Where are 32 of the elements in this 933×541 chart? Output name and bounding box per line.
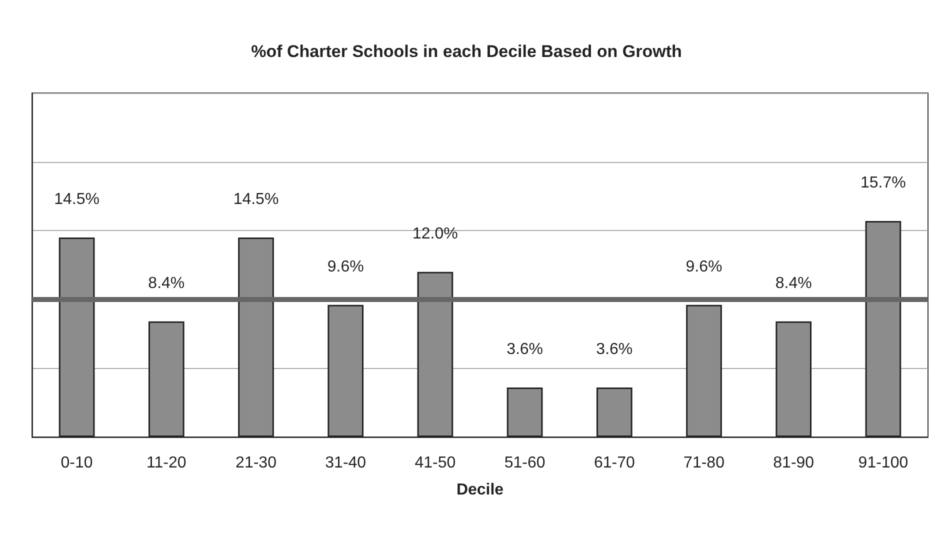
data-label: 8.4%: [775, 274, 812, 292]
bar: [776, 321, 812, 437]
bar: [506, 387, 543, 437]
data-label: 3.6%: [506, 340, 544, 358]
data-label: 12.0%: [412, 225, 458, 242]
data-label: 8.4%: [148, 274, 185, 292]
x-tick-label: 61-70: [594, 454, 635, 472]
bar: [328, 304, 364, 437]
bar: [58, 237, 95, 437]
data-label: 15.7%: [860, 174, 906, 192]
data-label: 14.5%: [54, 190, 100, 208]
x-tick-label: 91-100: [858, 454, 908, 472]
x-tick-label: 21-30: [236, 454, 277, 472]
data-label: 9.6%: [327, 258, 364, 276]
x-tick-label: 51-60: [504, 454, 546, 472]
bar: [865, 220, 902, 437]
x-tick-label: 81-90: [773, 454, 814, 472]
chart-title: %of Charter Schools in each Decile Based on Growth: [251, 42, 682, 61]
x-tick-label: 31-40: [325, 454, 366, 472]
data-label: 3.6%: [596, 340, 633, 358]
bar: [686, 304, 722, 437]
x-axis-title: Decile: [456, 482, 504, 498]
x-tick-label: 0-10: [60, 454, 93, 472]
bar: [238, 237, 274, 437]
x-tick-label: 71-80: [684, 454, 725, 472]
data-label: 9.6%: [686, 258, 722, 276]
data-label: 14.5%: [233, 190, 279, 208]
bar: [596, 387, 632, 437]
bar: [148, 321, 184, 437]
bar: [417, 272, 454, 437]
x-tick-label: 11-20: [146, 454, 186, 472]
x-tick-label: 41-50: [414, 454, 456, 472]
